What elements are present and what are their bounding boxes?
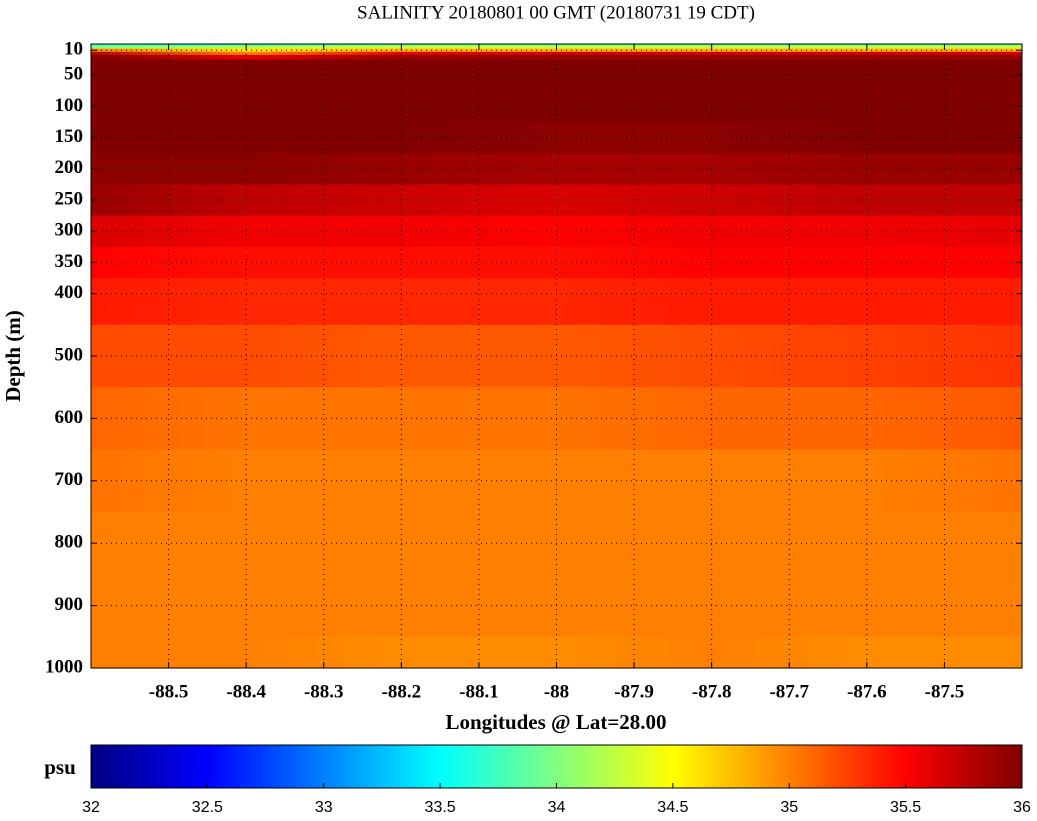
y-tick-label: 10 (64, 39, 83, 60)
colorbar-tick-label: 32 (82, 799, 100, 816)
x-tick-label: -88.4 (226, 681, 266, 702)
y-tick-label: 100 (55, 95, 84, 116)
colorbar-tick-label: 34.5 (657, 799, 688, 816)
y-tick-label: 400 (55, 282, 84, 303)
colorbar-tick-label: 36 (1013, 799, 1031, 816)
y-tick-label: 900 (55, 594, 84, 615)
colorbar-tick-label: 33.5 (425, 799, 456, 816)
y-tick-label: 150 (55, 126, 84, 147)
x-tick-label: -88 (544, 681, 569, 702)
x-tick-label: -88.3 (304, 681, 344, 702)
y-tick-label: 350 (55, 251, 84, 272)
colorbar (90, 744, 1023, 789)
y-tick-label: 200 (55, 157, 84, 178)
y-tick-label: 500 (55, 344, 84, 365)
y-tick-label: 700 (55, 469, 84, 490)
colorbar-tick-label: 33 (315, 799, 333, 816)
y-tick-label: 600 (55, 407, 84, 428)
x-tick-label: -87.9 (614, 681, 654, 702)
colorbar-tick-label: 32.5 (192, 799, 223, 816)
colorbar-tick-label: 34 (548, 799, 566, 816)
heatmap-row (91, 68, 1022, 92)
heatmap-row (91, 54, 1022, 61)
heatmap-row (91, 51, 1022, 56)
colorbar-tick-label: 35 (780, 799, 798, 816)
colorbar-tick-label: 35.5 (890, 799, 921, 816)
y-tick-label: 1000 (45, 656, 83, 677)
x-tick-label: -87.7 (769, 681, 809, 702)
y-tick-label: 300 (55, 220, 84, 241)
y-tick-label: 50 (64, 64, 83, 85)
colorbar-label: psu (44, 755, 76, 779)
x-tick-label: -87.5 (925, 681, 965, 702)
x-tick-label: -87.6 (847, 681, 887, 702)
chart-title: SALINITY 20180801 00 GMT (20180731 19 CD… (357, 2, 755, 23)
x-tick-label: -88.5 (149, 681, 189, 702)
heatmap-row (91, 278, 1022, 326)
x-tick-label: -87.8 (692, 681, 732, 702)
x-tick-label: -88.1 (459, 681, 499, 702)
x-axis-label: Longitudes @ Lat=28.00 (445, 710, 666, 734)
x-tick-label: -88.2 (382, 681, 422, 702)
y-tick-label: 250 (55, 188, 84, 209)
y-axis-label: Depth (m) (1, 310, 25, 402)
y-tick-label: 800 (55, 532, 84, 553)
plot-frame (90, 43, 1023, 669)
